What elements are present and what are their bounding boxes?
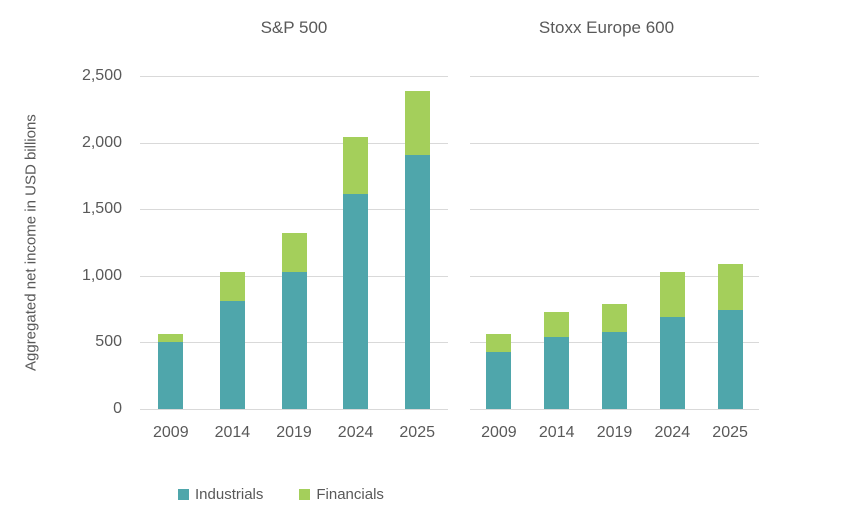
gridline xyxy=(470,409,759,410)
bar-segment-financials-2019 xyxy=(281,233,307,272)
x-tick-label-2024: 2024 xyxy=(337,424,374,441)
x-tick-label-2009: 2009 xyxy=(153,424,189,441)
gridline xyxy=(470,76,759,77)
plot-area-stoxx-europe-600: 2009 2014 2019 2024 2025 xyxy=(470,76,759,441)
financials-color-swatch xyxy=(299,489,311,500)
bar-segment-industrials-2024 xyxy=(659,317,685,409)
bar-segment-financials-2025 xyxy=(404,90,430,155)
y-tick-label: 1,000 xyxy=(81,266,122,284)
bar-segment-industrials-2009 xyxy=(486,351,512,409)
legend-label-industrials: Industrials xyxy=(195,486,264,503)
plot-area-sp500: 2009 2014 2019 2024 2025 xyxy=(140,76,448,441)
bar-segment-industrials-2025 xyxy=(404,154,430,409)
bar-segment-financials-2024 xyxy=(659,271,685,318)
gridline xyxy=(140,76,448,77)
y-tick-label: 0 xyxy=(113,400,122,417)
y-axis-tick-labels: 0 500 1,000 1,500 2,000 2,500 xyxy=(60,0,122,515)
x-tick-label-2014: 2014 xyxy=(538,424,575,441)
x-tick-label-2014: 2014 xyxy=(214,424,251,441)
bar-segment-financials-2025 xyxy=(717,263,743,311)
bar-segment-financials-2019 xyxy=(602,304,627,333)
panel-title-sp500: S&P 500 xyxy=(260,18,328,37)
bar-segment-industrials-2009 xyxy=(158,342,184,409)
bar-segment-industrials-2019 xyxy=(602,332,627,409)
bar-segment-industrials-2014 xyxy=(544,337,570,409)
legend: Industrials Financials xyxy=(178,486,384,503)
y-tick-label: 2,500 xyxy=(81,67,122,84)
bar-segment-financials-2014 xyxy=(219,271,245,302)
gridline xyxy=(470,275,759,277)
gridline xyxy=(140,209,448,211)
y-tick-label: 2,000 xyxy=(81,133,122,151)
y-axis-title: Aggregated net income in USD billions xyxy=(22,114,40,372)
x-tick-label-2019: 2019 xyxy=(276,424,312,441)
legend-item-industrials: Industrials xyxy=(178,486,263,503)
x-tick-label-2025: 2025 xyxy=(399,424,435,441)
gridline xyxy=(140,142,448,144)
y-tick-label: 1,500 xyxy=(81,200,122,218)
gridline xyxy=(140,409,448,410)
bar-segment-industrials-2025 xyxy=(717,310,743,409)
bar-segment-financials-2024 xyxy=(343,137,369,194)
bar-segment-industrials-2019 xyxy=(281,271,307,409)
bar-segment-industrials-2014 xyxy=(219,301,245,409)
gridline xyxy=(470,142,759,144)
y-tick-label: 500 xyxy=(95,333,122,351)
x-tick-label-2009: 2009 xyxy=(481,424,517,441)
bar-segment-financials-2014 xyxy=(544,312,570,338)
x-tick-label-2025: 2025 xyxy=(712,424,748,441)
legend-item-financials: Financials xyxy=(299,486,384,503)
x-tick-label-2024: 2024 xyxy=(654,424,691,441)
industrials-color-swatch xyxy=(178,489,189,500)
bar-segment-financials-2009 xyxy=(158,333,184,343)
gridline xyxy=(470,209,759,211)
x-tick-label-2019: 2019 xyxy=(596,424,633,441)
bar-segment-financials-2009 xyxy=(486,334,512,352)
panel-title-stoxx-europe-600: Stoxx Europe 600 xyxy=(538,18,675,37)
bar-segment-industrials-2024 xyxy=(343,193,369,409)
legend-label-financials: Financials xyxy=(316,486,384,503)
